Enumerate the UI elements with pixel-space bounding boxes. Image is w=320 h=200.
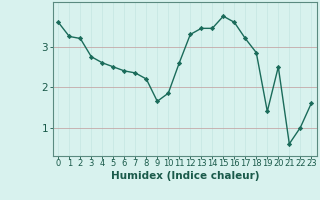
X-axis label: Humidex (Indice chaleur): Humidex (Indice chaleur) bbox=[110, 171, 259, 181]
